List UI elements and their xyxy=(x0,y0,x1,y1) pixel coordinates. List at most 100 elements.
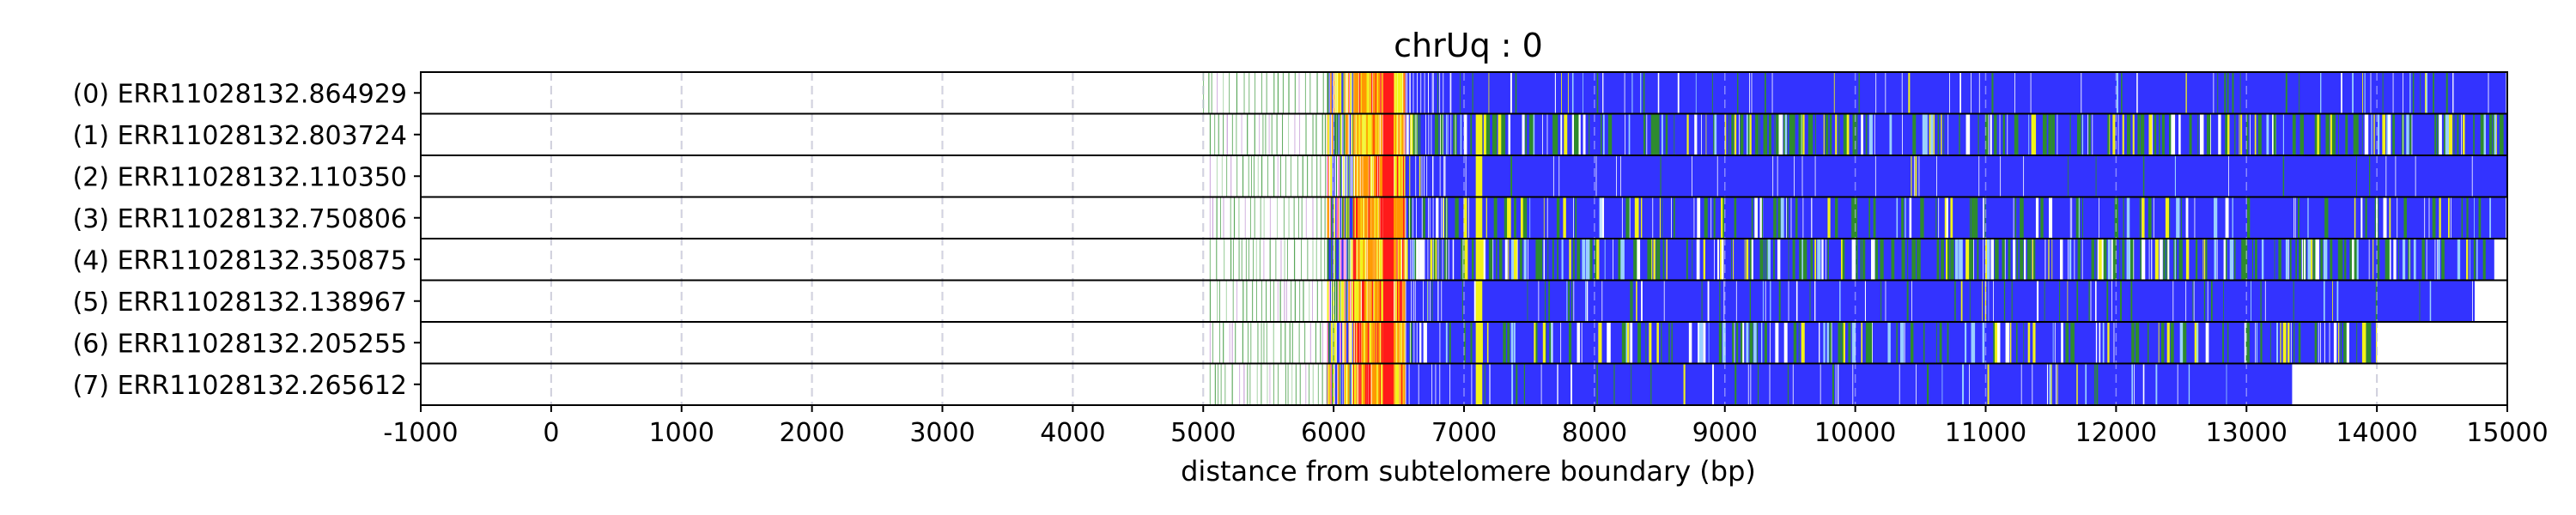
read-segment xyxy=(2365,197,2367,239)
read-segment xyxy=(2048,113,2052,155)
read-segment xyxy=(2419,280,2421,322)
read-segment xyxy=(1332,363,1334,405)
read-segment xyxy=(1265,113,1267,155)
read-segment xyxy=(1936,155,1937,197)
read-segment xyxy=(1965,113,1971,155)
read-segment xyxy=(1352,113,1354,155)
read-segment xyxy=(2111,280,2112,322)
read-segment xyxy=(1740,113,1744,155)
read-segment xyxy=(2462,113,2465,155)
read-segment xyxy=(1394,155,1396,197)
read-segment xyxy=(2129,239,2135,281)
read-segment xyxy=(1410,113,1414,155)
read-segment xyxy=(2033,239,2036,281)
read-segment xyxy=(1394,72,1396,114)
read-segment xyxy=(2077,239,2081,281)
read-segment xyxy=(1510,72,1512,114)
read-segment xyxy=(2493,113,2496,155)
read-segment xyxy=(1798,322,1800,364)
read-segment xyxy=(1307,155,1309,197)
read-segment xyxy=(1336,280,1338,322)
read-segment xyxy=(1277,280,1279,322)
read-segment xyxy=(1382,197,1394,239)
read-segment xyxy=(2152,113,2154,155)
read-segment xyxy=(1784,113,1788,155)
read-track xyxy=(1209,197,2507,239)
read-segment xyxy=(1713,197,1716,239)
x-tick-label: 9000 xyxy=(1692,418,1758,448)
read-segment xyxy=(1249,197,1251,239)
read-segment xyxy=(1990,113,1992,155)
read-segment xyxy=(2245,322,2250,364)
read-segment xyxy=(1925,113,1928,155)
read-segment xyxy=(1401,155,1403,197)
read-segment xyxy=(2303,239,2304,281)
read-segment xyxy=(1261,155,1263,197)
read-segment xyxy=(1245,239,1247,281)
read-segment xyxy=(1483,113,1488,155)
read-segment xyxy=(1719,280,1721,322)
read-segment xyxy=(1746,322,1749,364)
read-segment xyxy=(2032,113,2037,155)
read-segment xyxy=(1693,197,1695,239)
read-segment xyxy=(2285,72,2287,114)
read-segment xyxy=(1350,72,1352,114)
read-segment xyxy=(1405,197,2507,239)
read-segment xyxy=(1327,239,1329,281)
read-segment xyxy=(1896,197,1899,239)
read-segment xyxy=(1650,113,1655,155)
read-segment xyxy=(1567,72,1569,114)
read-segment xyxy=(1337,363,1340,405)
read-segment xyxy=(1657,72,1660,114)
read-segment xyxy=(2024,239,2026,281)
read-segment xyxy=(1423,280,1425,322)
read-segment xyxy=(1450,113,1452,155)
read-segment xyxy=(1253,239,1254,281)
read-segment xyxy=(1449,322,1451,364)
read-segment xyxy=(1523,363,1526,405)
read-segment xyxy=(2020,197,2024,239)
read-segment xyxy=(1400,280,1401,322)
read-segment xyxy=(1305,363,1307,405)
read-segment xyxy=(1341,239,1344,281)
read-label: (3) ERR11028132.750806 xyxy=(73,204,407,234)
read-segment xyxy=(1255,239,1257,281)
read-segment xyxy=(1631,72,1633,114)
read-segment xyxy=(1378,322,1381,364)
read-segment xyxy=(1528,113,1534,155)
read-segment xyxy=(1324,239,1326,281)
read-segment xyxy=(2174,155,2176,197)
read-segment xyxy=(1753,322,1757,364)
read-segment xyxy=(1266,280,1267,322)
read-segment xyxy=(1433,239,1437,281)
read-segment xyxy=(1983,197,1984,239)
read-segment xyxy=(1413,322,1415,364)
read-segment xyxy=(1395,280,1398,322)
read-segment xyxy=(2168,113,2173,155)
read-segment xyxy=(1348,155,1349,197)
read-segment xyxy=(1411,280,1413,322)
read-segment xyxy=(1371,113,1374,155)
read-segment xyxy=(1273,72,1275,114)
read-segment xyxy=(1396,155,1399,197)
read-segment xyxy=(1361,113,1364,155)
read-segment xyxy=(1356,72,1358,114)
read-segment xyxy=(1335,363,1338,405)
read-segment xyxy=(1471,239,1474,281)
read-segment xyxy=(1510,155,1513,197)
x-tick-label: 6000 xyxy=(1301,418,1366,448)
read-segment xyxy=(2325,113,2330,155)
read-segment xyxy=(2337,239,2342,281)
read-segment xyxy=(1765,72,1766,114)
read-segment xyxy=(1762,280,1764,322)
read-segment xyxy=(2378,113,2380,155)
read-segment xyxy=(2227,72,2229,114)
read-segment xyxy=(1768,113,1771,155)
read-segment xyxy=(1242,280,1244,322)
read-segment xyxy=(2444,113,2446,155)
read-segment xyxy=(2002,113,2005,155)
read-segment xyxy=(1468,197,1469,239)
read-segment xyxy=(1299,280,1301,322)
read-segment xyxy=(2028,113,2030,155)
read-segment xyxy=(1471,363,1473,405)
